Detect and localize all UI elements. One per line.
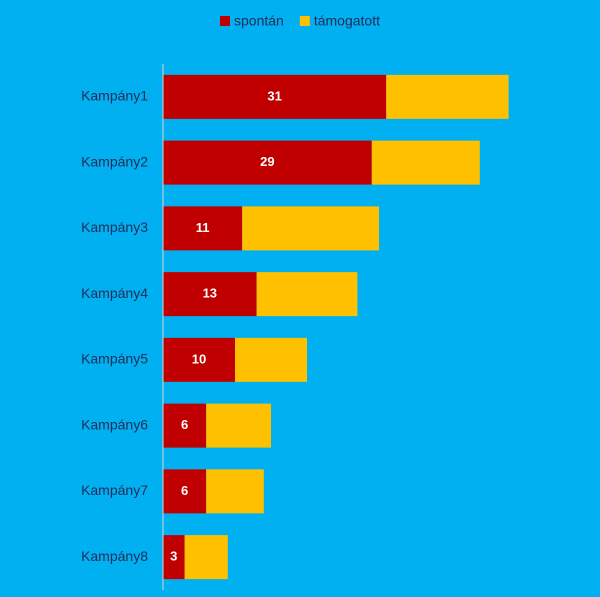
bar-segment: [163, 206, 243, 251]
bar-segment: [256, 272, 358, 317]
bar-segment: [184, 535, 228, 580]
y-tick-label: Kampány3: [81, 219, 148, 235]
bar-value-label: 11: [196, 220, 210, 235]
legend-label: támogatott: [314, 13, 380, 29]
bar-segment: [163, 272, 257, 317]
y-tick-label: Kampány4: [81, 285, 148, 301]
bar-value-label: 29: [260, 154, 274, 169]
legend-swatch: [220, 16, 230, 26]
bar-value-label: 31: [267, 88, 281, 103]
bar-segment: [235, 337, 307, 382]
bar-segment: [206, 403, 271, 448]
legend-label: spontán: [234, 13, 284, 29]
bar-segment: [242, 206, 379, 251]
bar-value-label: 6: [181, 483, 188, 498]
legend-swatch: [299, 16, 310, 26]
y-tick-label: Kampány7: [81, 482, 148, 498]
y-tick-label: Kampány2: [81, 153, 148, 169]
bar-segment: [206, 469, 264, 514]
y-tick-label: Kampány6: [81, 416, 148, 432]
bar-value-label: 13: [203, 286, 217, 301]
bar-value-label: 6: [181, 417, 188, 432]
bar-value-label: 3: [170, 549, 177, 564]
bar-segment: [163, 535, 185, 580]
bar-segment: [386, 74, 509, 119]
bar-segment: [371, 140, 480, 185]
bar-segment: [163, 469, 207, 514]
bar-value-label: 10: [192, 351, 206, 366]
bar-segment: [163, 403, 207, 448]
y-tick-label: Kampány5: [81, 351, 148, 367]
bar-segment: [163, 140, 372, 185]
y-tick-label: Kampány1: [81, 88, 148, 104]
bar-segment: [163, 337, 235, 382]
bar-segment: [163, 74, 387, 119]
y-tick-label: Kampány8: [81, 548, 148, 564]
